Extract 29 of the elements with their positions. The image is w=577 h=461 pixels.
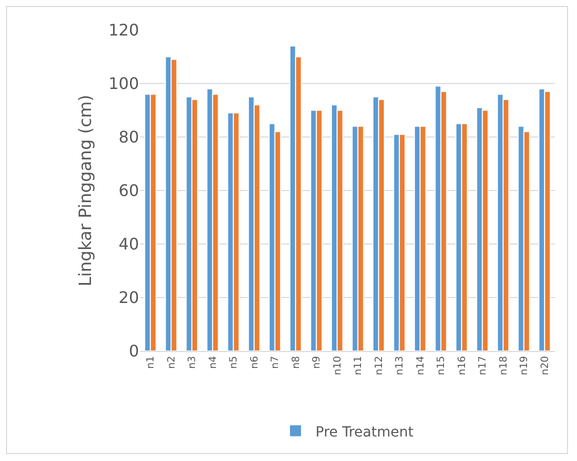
x-tick-label: n8	[290, 356, 302, 369]
x-tick-label: n16	[456, 356, 468, 376]
y-tick-label: 40	[118, 234, 139, 254]
x-tick-label: n15	[436, 356, 448, 376]
x-tick-label: n10	[332, 356, 344, 376]
x-tick-label: n4	[208, 356, 219, 369]
x-tick-label: n17	[478, 356, 489, 376]
y-tick-label: 100	[108, 74, 139, 94]
x-tick-label: n5	[228, 356, 240, 369]
x-tick-label: n14	[415, 356, 426, 376]
x-tick-label: n7	[270, 356, 282, 369]
x-tick-label: n1	[146, 356, 157, 369]
x-tick-label: n20	[540, 356, 551, 376]
y-tick-label: 20	[118, 288, 139, 308]
legend-label: Pre Treatment	[316, 424, 414, 440]
x-tick-label: n12	[374, 356, 385, 376]
x-tick-label: n13	[394, 356, 406, 376]
y-axis-title: Lingkar Pinggang (cm)	[76, 94, 96, 286]
x-tick-label: n18	[498, 356, 510, 376]
y-tick-label: 120	[108, 20, 139, 40]
x-tick-label: n2	[166, 356, 178, 369]
x-tick-label: n9	[312, 356, 323, 369]
x-tick-label: n6	[249, 356, 260, 369]
x-tick-label: n19	[519, 356, 530, 376]
y-tick-label: 80	[118, 128, 139, 147]
x-tick-label: n3	[187, 356, 198, 369]
x-tick-label: n11	[353, 356, 364, 376]
y-tick-label: 0	[128, 342, 139, 361]
y-tick-label: 60	[118, 181, 139, 200]
